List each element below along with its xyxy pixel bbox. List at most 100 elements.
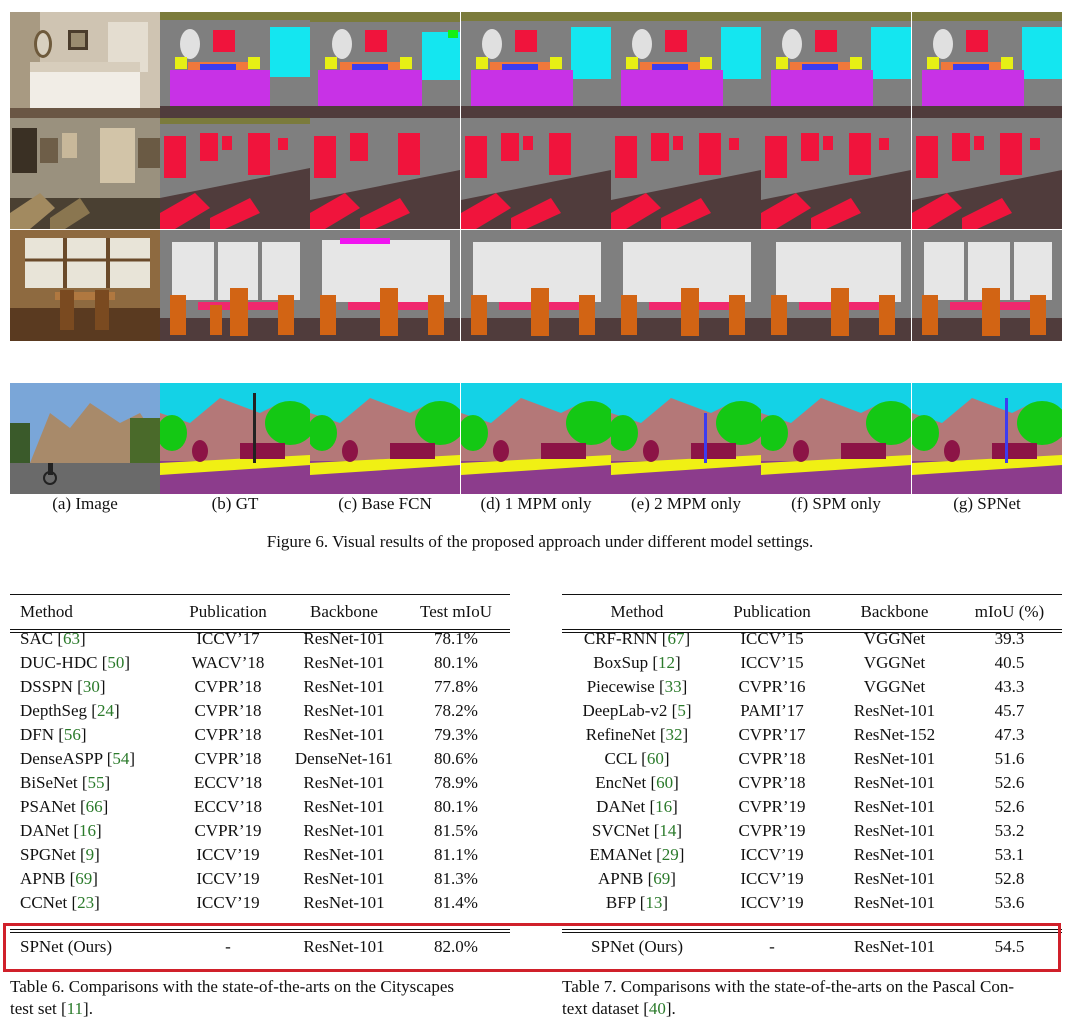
citation-link[interactable]: 67	[667, 629, 685, 648]
method-name: DepthSeg [	[20, 701, 97, 720]
column-label-1-mpm: (d) 1 MPM only	[480, 494, 592, 513]
citation-close: ]	[682, 725, 689, 744]
table7-header-method: Method	[610, 602, 664, 621]
seg-1mpm-bedroom	[461, 12, 611, 123]
citation-link[interactable]: 60	[646, 749, 664, 768]
citation-link[interactable]: 14	[659, 821, 677, 840]
citation-link[interactable]: 29	[661, 845, 679, 864]
seg-spnet-dining	[912, 230, 1062, 341]
publication-cell: PAMI’17	[740, 701, 804, 720]
table6-header-miou: Test mIoU	[420, 602, 492, 621]
seg-2mpm-street	[611, 383, 761, 494]
method-cell: BiSeNet [55]	[10, 771, 170, 795]
photo-street	[10, 383, 160, 494]
method-name: DSSPN [	[20, 677, 83, 696]
backbone-cell: ResNet-101	[853, 821, 936, 840]
citation-link[interactable]: 9	[85, 845, 95, 864]
photo-gallery	[10, 118, 160, 229]
table7-header-row: Method Publication Backbone mIoU (%)	[562, 597, 1062, 627]
citation-close: ]	[113, 701, 120, 720]
method-cell: APNB [69]	[562, 867, 712, 891]
table-row: DeepLab-v2 [5] PAMI’17 ResNet-101 45.7	[562, 699, 1062, 723]
citation-link[interactable]: 66	[85, 797, 103, 816]
table7-caption-citation[interactable]: 40	[648, 999, 666, 1018]
table-row: SVCNet [14] CVPR’19 ResNet-101 53.2	[562, 819, 1062, 843]
column-label-spm: (f) SPM only	[791, 494, 881, 513]
table6-ours-rule-1	[10, 929, 510, 930]
seg-basefcn-dining	[310, 230, 460, 341]
table7-header-rule-1	[562, 629, 1062, 630]
column-label-spnet: (g) SPNet	[953, 494, 1021, 513]
miou-cell: 39.3	[994, 629, 1025, 648]
miou-cell: 81.1%	[434, 845, 478, 864]
method-name: APNB [	[20, 869, 76, 888]
table6-ours-method: SPNet (Ours)	[20, 937, 113, 956]
seg-basefcn-street	[310, 383, 460, 494]
citation-link[interactable]: 56	[63, 725, 81, 744]
citation-link[interactable]: 33	[664, 677, 682, 696]
publication-cell: ICCV’15	[740, 653, 804, 672]
column-label-image: (a) Image	[52, 494, 118, 513]
citation-link[interactable]: 30	[82, 677, 100, 696]
citation-link[interactable]: 13	[645, 893, 663, 912]
method-cell: DenseASPP [54]	[10, 747, 170, 771]
table6-header-publication: Publication	[189, 602, 267, 621]
table-row: Piecewise [33] CVPR’16 VGGNet 43.3	[562, 675, 1062, 699]
miou-cell: 81.5%	[434, 821, 478, 840]
table-row: EncNet [60] CVPR’18 ResNet-101 52.6	[562, 771, 1062, 795]
citation-link[interactable]: 60	[656, 773, 674, 792]
citation-link[interactable]: 5	[677, 701, 686, 720]
miou-cell: 78.1%	[434, 629, 478, 648]
method-name: SPGNet [	[20, 845, 86, 864]
table-row: CCNet [23] ICCV’19 ResNet-101 81.4%	[10, 891, 510, 915]
table-row: DFN [56] CVPR’18 ResNet-101 79.3%	[10, 723, 510, 747]
table7-ours-publication: -	[769, 937, 775, 956]
method-cell: CRF-RNN [67]	[562, 627, 712, 651]
publication-cell: ICCV’19	[196, 893, 260, 912]
citation-close: ]	[92, 869, 98, 888]
seg-spm-bedroom	[761, 12, 911, 123]
citation-link[interactable]: 63	[62, 629, 80, 648]
table-row: CCL [60] CVPR’18 ResNet-101 51.6	[562, 747, 1062, 771]
citation-link[interactable]: 24	[96, 701, 114, 720]
method-name: Piecewise [	[586, 677, 665, 696]
publication-cell: ICCV’19	[740, 845, 804, 864]
table-row: PSANet [66] ECCV’18 ResNet-101 80.1%	[10, 795, 510, 819]
backbone-cell: ResNet-101	[303, 629, 385, 648]
backbone-cell: ResNet-101	[303, 797, 385, 816]
citation-link[interactable]: 50	[107, 653, 125, 672]
citation-link[interactable]: 32	[665, 725, 683, 744]
citation-link[interactable]: 69	[75, 869, 93, 888]
miou-cell: 40.5	[994, 653, 1025, 672]
citation-close: ]	[104, 773, 111, 792]
citation-link[interactable]: 69	[653, 869, 671, 888]
table7-ours-method: SPNet (Ours)	[590, 937, 684, 956]
seg-gt-bedroom	[160, 12, 310, 123]
method-name: BiSeNet [	[20, 773, 88, 792]
method-name: BFP [	[605, 893, 646, 912]
table-row: APNB [69] ICCV’19 ResNet-101 81.3%	[10, 867, 510, 891]
table7-caption-line2: text dataset [40].	[562, 998, 1077, 1020]
method-cell: DFN [56]	[10, 723, 170, 747]
method-name: PSANet [	[20, 797, 86, 816]
table7-header-miou: mIoU (%)	[974, 602, 1045, 621]
method-cell: DeepLab-v2 [5]	[562, 699, 712, 723]
citation-close: ]	[80, 725, 87, 744]
seg-1mpm-dining	[461, 230, 611, 341]
citation-link[interactable]: 23	[77, 893, 95, 912]
table-row: CRF-RNN [67] ICCV’15 VGGNet 39.3	[562, 627, 1062, 651]
table6-ours-row: SPNet (Ours) - ResNet-101 82.0%	[10, 935, 510, 959]
table6-caption-citation[interactable]: 11	[66, 999, 84, 1018]
citation-link[interactable]: 55	[87, 773, 105, 792]
seg-1mpm-gallery	[461, 118, 611, 229]
photo-dining	[10, 230, 160, 341]
method-cell: DepthSeg [24]	[10, 699, 170, 723]
method-cell: APNB [69]	[10, 867, 170, 891]
seg-spnet-bedroom	[912, 12, 1062, 123]
method-cell: DSSPN [30]	[10, 675, 170, 699]
citation-link[interactable]: 54	[112, 749, 130, 768]
citation-link[interactable]: 16	[79, 821, 97, 840]
citation-link[interactable]: 16	[655, 797, 673, 816]
method-name: DeepLab-v2 [	[582, 701, 678, 720]
citation-link[interactable]: 12	[658, 653, 676, 672]
